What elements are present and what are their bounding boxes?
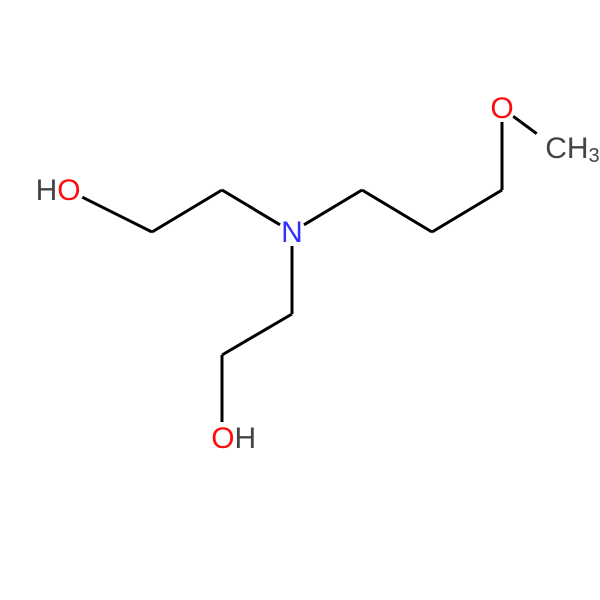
atom-label-O_right: O (490, 92, 513, 125)
molecule-diagram: HONOHOCH3 (0, 0, 600, 600)
atom-label-OH_bot: OH (211, 422, 256, 455)
atom-label-N: N (281, 216, 303, 249)
atom-label-HO_left: HO (36, 174, 81, 207)
canvas-background (0, 0, 600, 600)
